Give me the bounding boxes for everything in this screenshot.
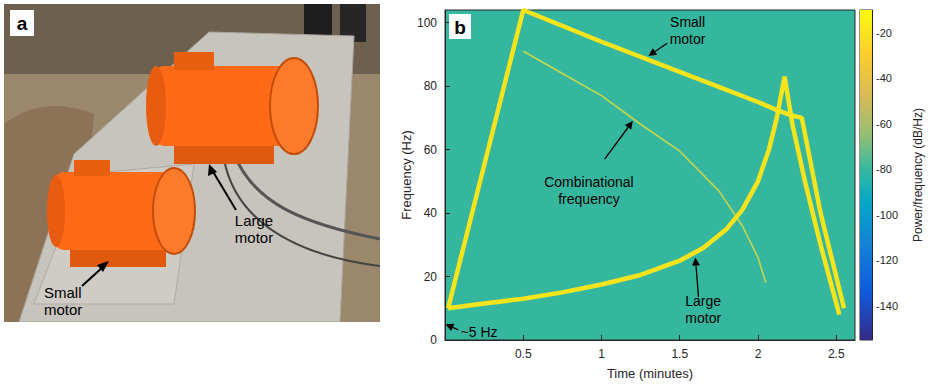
svg-text:motor: motor bbox=[235, 229, 273, 246]
svg-text:motor: motor bbox=[685, 310, 721, 326]
svg-text:b: b bbox=[454, 17, 466, 38]
svg-text:0.5: 0.5 bbox=[515, 347, 532, 361]
svg-text:1: 1 bbox=[598, 347, 605, 361]
svg-text:60: 60 bbox=[424, 143, 438, 157]
svg-text:Large: Large bbox=[685, 293, 721, 309]
svg-text:40: 40 bbox=[424, 206, 438, 220]
svg-text:20: 20 bbox=[424, 270, 438, 284]
svg-text:motor: motor bbox=[670, 31, 706, 47]
svg-text:-80: -80 bbox=[876, 163, 892, 175]
svg-text:Combinational: Combinational bbox=[544, 174, 634, 190]
svg-text:Large: Large bbox=[235, 212, 273, 229]
svg-text:2: 2 bbox=[755, 347, 762, 361]
svg-text:-60: -60 bbox=[876, 118, 892, 130]
svg-text:~5 Hz: ~5 Hz bbox=[461, 324, 498, 340]
svg-text:0: 0 bbox=[430, 333, 437, 347]
svg-text:Small: Small bbox=[44, 284, 82, 301]
svg-text:-100: -100 bbox=[876, 209, 898, 221]
svg-text:-140: -140 bbox=[876, 300, 898, 312]
svg-text:80: 80 bbox=[424, 79, 438, 93]
svg-text:-40: -40 bbox=[876, 72, 892, 84]
svg-text:1.5: 1.5 bbox=[671, 347, 688, 361]
svg-text:Time (minutes): Time (minutes) bbox=[607, 366, 693, 381]
svg-text:Power/frequency (dB/Hz): Power/frequency (dB/Hz) bbox=[911, 108, 925, 242]
svg-text:-120: -120 bbox=[876, 254, 898, 266]
svg-text:Small: Small bbox=[670, 14, 705, 30]
svg-text:motor: motor bbox=[44, 301, 82, 318]
svg-text:-20: -20 bbox=[876, 27, 892, 39]
svg-text:a: a bbox=[17, 13, 28, 34]
svg-text:2.5: 2.5 bbox=[828, 347, 845, 361]
svg-text:frequency: frequency bbox=[558, 191, 619, 207]
svg-text:Frequency (Hz): Frequency (Hz) bbox=[399, 130, 414, 220]
svg-text:100: 100 bbox=[417, 16, 437, 30]
